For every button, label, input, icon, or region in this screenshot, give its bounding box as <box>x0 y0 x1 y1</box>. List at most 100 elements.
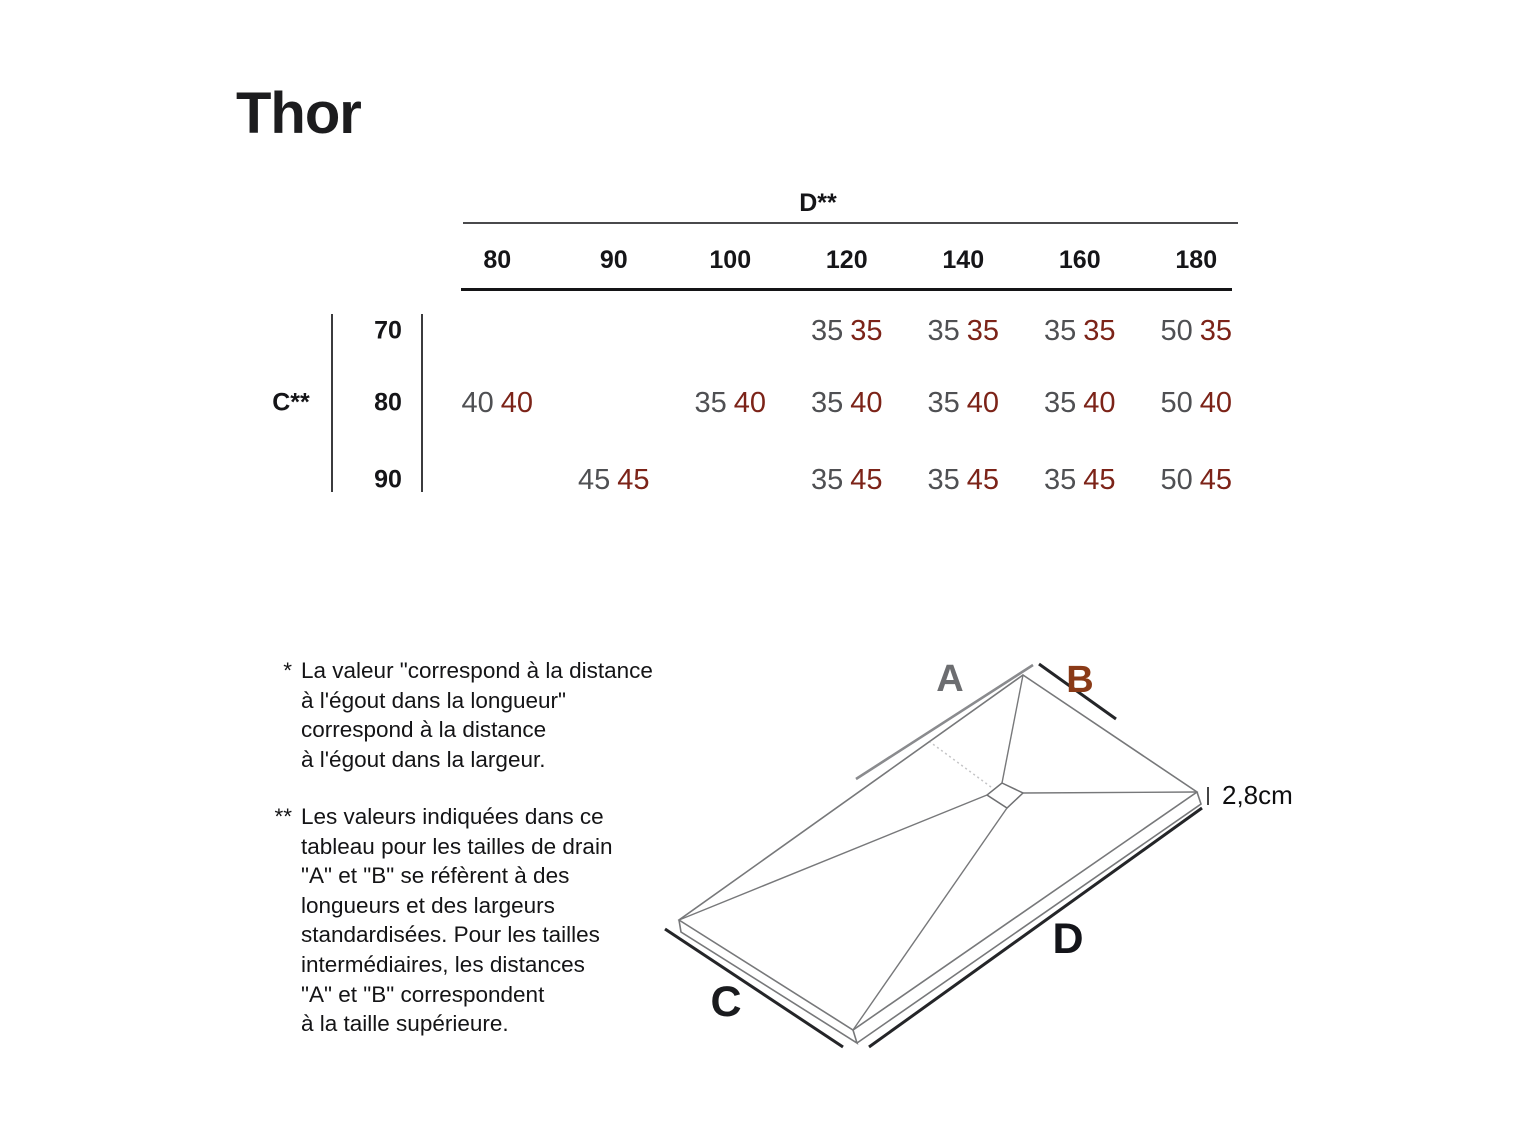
column-header: 100 <box>709 245 752 274</box>
footnote-1: * La valeur "correspond à la distance à l… <box>256 656 653 774</box>
footnote-line: à la taille supérieure. <box>301 1011 509 1037</box>
footnote-line: tableau pour les tailles de drain <box>301 833 613 859</box>
footnote-line: longueurs et des largeurs <box>301 892 555 918</box>
footnote-line: La valeur "correspond à la distance <box>301 658 653 683</box>
footnote-1-text: La valeur "correspond à la distance à l'é… <box>301 656 653 774</box>
label-b: B <box>1066 659 1093 701</box>
drain-distance-b: 35 <box>1199 314 1233 347</box>
table-row-label-rule-right <box>421 314 423 492</box>
footnote-line: "A" et "B" correspondent <box>301 981 545 1007</box>
label-d: D <box>1052 915 1083 963</box>
drain-distance-a: 35 <box>927 314 960 347</box>
drain-distance-a: 35 <box>1043 463 1077 496</box>
row-header: 80 <box>374 388 402 417</box>
column-header: 140 <box>942 245 985 274</box>
tray-thickness-edges <box>678 791 1202 1045</box>
drain-distance-a: 35 <box>1043 314 1077 347</box>
drain-distance-a: 40 <box>461 386 494 419</box>
page-title: Thor <box>236 81 362 146</box>
table-cell: 35 35 <box>905 314 1022 347</box>
drain-distance-b: 40 <box>1083 386 1116 419</box>
drain-distance-a: 50 <box>1160 386 1193 419</box>
table-cell: 50 45 <box>1138 463 1255 496</box>
table-header-row: 80 90 100 120 140 160 180 <box>439 245 1255 275</box>
footnote-line: intermédiaires, les distances <box>301 951 585 977</box>
table-cell: 35 40 <box>1022 386 1139 419</box>
drain-distance-a: 45 <box>577 463 611 496</box>
table-cell: 35 45 <box>1022 463 1139 496</box>
table-cell <box>556 316 673 346</box>
table-header-rule <box>461 288 1232 291</box>
table-cell <box>439 316 556 346</box>
footnote-line: Les valeurs indiquées dans ce <box>301 804 604 829</box>
table-cell: 35 40 <box>672 386 789 419</box>
footnote-2-text: Les valeurs indiquées dans ce tableau pou… <box>301 802 612 1039</box>
drain-distance-b: 40 <box>1199 386 1233 419</box>
column-header: 90 <box>599 245 628 274</box>
table-cell: 35 35 <box>1022 314 1139 347</box>
slope-lines <box>678 674 1197 1031</box>
tray-top-surface <box>677 674 1199 1031</box>
drain-distance-a: 35 <box>1043 386 1077 419</box>
column-header: 180 <box>1175 245 1218 274</box>
column-header: 160 <box>1058 245 1101 274</box>
table-cell <box>556 388 673 418</box>
drain-distance-b: 45 <box>966 463 1000 496</box>
label-a: A <box>936 658 963 700</box>
footnote-1-marker: * <box>283 658 292 683</box>
footnote-line: standardisées. Pour les tailles <box>301 922 600 948</box>
table-cell: 35 45 <box>789 463 906 496</box>
table-cell: 35 40 <box>789 386 906 419</box>
drain-guide-dashed-line <box>929 741 992 788</box>
drain-square <box>985 782 1025 809</box>
dimension-line-a <box>855 663 1034 781</box>
drain-distance-b: 35 <box>850 314 883 347</box>
table-row: 45 45 35 45 35 45 35 45 50 45 <box>439 463 1255 496</box>
column-header: 80 <box>483 245 512 274</box>
dimension-line-b <box>1038 662 1117 721</box>
footnote-2: ** Les valeurs indiquées dans ce tableau … <box>256 802 612 1039</box>
table-cell <box>672 316 789 346</box>
table-col-group-label: D** <box>799 189 837 217</box>
drain-distance-b: 40 <box>850 386 883 419</box>
row-header: 70 <box>374 316 402 345</box>
footnote-line: "A" et "B" se réfèrent à des <box>301 863 570 889</box>
table-top-rule <box>463 222 1238 224</box>
table-cell: 35 40 <box>905 386 1022 419</box>
footnote-2-marker: ** <box>274 804 292 829</box>
table-cell: 35 35 <box>789 314 906 347</box>
table-row-group-label: C** <box>272 388 310 417</box>
drain-distance-b: 40 <box>733 386 767 419</box>
footnote-line: à l'égout dans la largeur. <box>301 746 546 772</box>
table-row: 35 35 35 35 35 35 50 35 <box>439 314 1255 347</box>
column-header: 120 <box>825 245 868 274</box>
drain-distance-b: 40 <box>966 386 1000 419</box>
table-cell: 45 45 <box>556 463 673 496</box>
drain-distance-a: 35 <box>810 386 844 419</box>
footnote-line: correspond à la distance <box>301 717 547 743</box>
table-cell: 40 40 <box>439 386 556 419</box>
table-cell: 50 40 <box>1138 386 1255 419</box>
drain-distance-a: 50 <box>1160 463 1193 496</box>
table-cell <box>672 465 789 495</box>
drain-distance-b: 45 <box>850 463 883 496</box>
table-cell: 35 45 <box>905 463 1022 496</box>
table-row: 40 40 35 40 35 40 35 40 35 40 50 40 <box>439 386 1255 419</box>
table-cell <box>439 465 556 495</box>
drain-distance-a: 50 <box>1160 314 1193 347</box>
drain-distance-a: 35 <box>810 314 844 347</box>
drain-distance-b: 45 <box>617 463 650 496</box>
drain-distance-b: 40 <box>500 386 534 419</box>
dimension-line-d <box>868 806 1203 1049</box>
drain-distance-b: 45 <box>1199 463 1233 496</box>
drain-distance-a: 35 <box>927 463 960 496</box>
drain-distance-b: 35 <box>966 314 1000 347</box>
drain-distance-b: 45 <box>1083 463 1116 496</box>
drain-distance-a: 35 <box>694 386 727 419</box>
thickness-label: 2,8cm <box>1222 780 1293 810</box>
table-cell: 50 35 <box>1138 314 1255 347</box>
drain-distance-b: 35 <box>1083 314 1116 347</box>
table-row-label-rule-left <box>331 314 333 492</box>
